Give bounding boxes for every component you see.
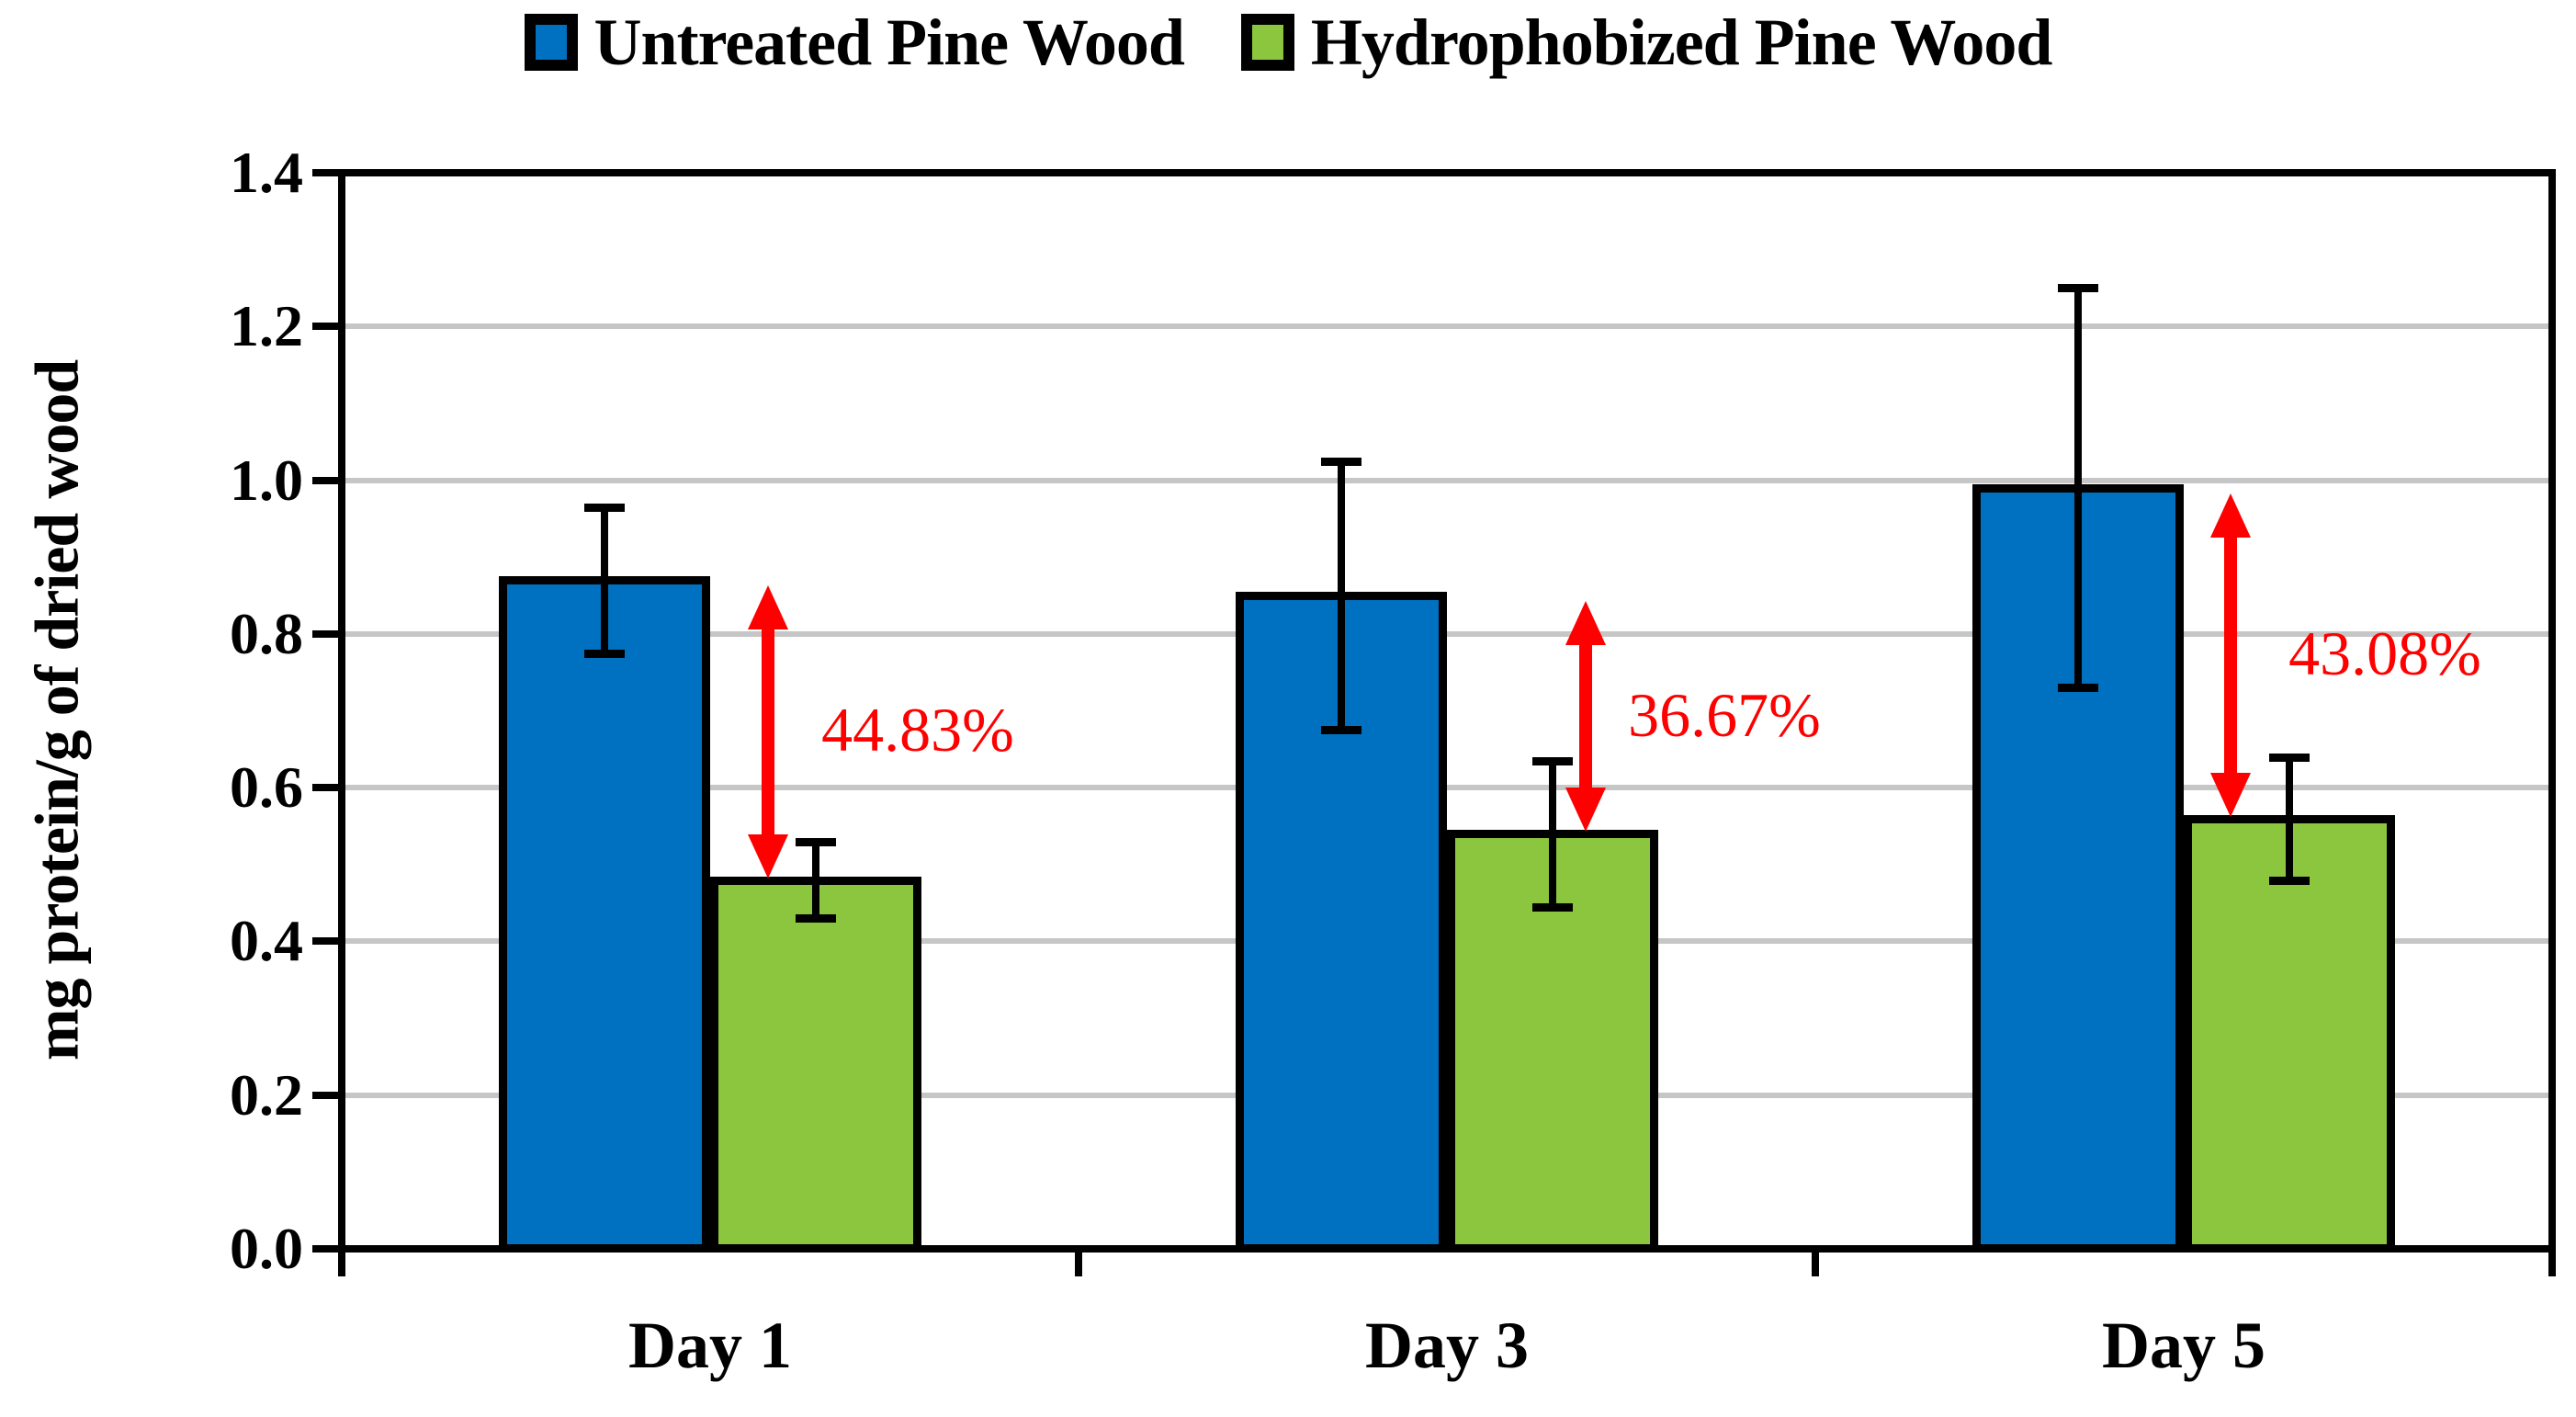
y-axis-tick-label: 0.0: [230, 1216, 303, 1281]
x-axis-tick: [338, 1253, 345, 1276]
legend-item-label: Hydrophobized Pine Wood: [1310, 6, 2053, 79]
bar-untreated: [499, 576, 710, 1253]
y-axis-tick: [312, 784, 342, 792]
y-axis-tick-label: 0.6: [230, 754, 303, 821]
bar-hydrophobized: [710, 876, 921, 1253]
error-bar-line: [601, 506, 608, 653]
gridline: [345, 323, 2548, 330]
reduction-arrow-down-head: [1565, 788, 1606, 833]
x-axis-tick: [1812, 1253, 1819, 1276]
y-axis-tick: [312, 169, 342, 176]
x-axis-tick: [1075, 1253, 1082, 1276]
error-bar-cap-top: [1532, 756, 1573, 765]
gridline: [345, 785, 2548, 791]
reduction-arrow-up-head: [748, 585, 788, 630]
error-bar-cap-top: [796, 837, 836, 846]
reduction-arrow-down-head: [748, 833, 788, 879]
legend-marker-icon: [524, 14, 578, 71]
error-bar-cap-top: [2269, 753, 2310, 762]
x-axis-tick: [2548, 1253, 2556, 1276]
error-bar-line: [2074, 288, 2082, 688]
y-axis-tick-label: 1.2: [230, 293, 303, 359]
y-axis-tick-label: 0.8: [230, 600, 303, 666]
y-axis-title: mg protein/g of dried wood: [21, 359, 92, 1061]
legend: Untreated Pine Wood Hydrophobized Pine Wo…: [0, 9, 2576, 75]
y-axis-tick: [312, 1091, 342, 1099]
y-axis-tick-label: 0.4: [230, 908, 303, 974]
y-axis-tick-label: 1.0: [230, 447, 303, 513]
x-axis-category-label: Day 1: [628, 1309, 792, 1382]
error-bar-cap-top: [1321, 457, 1361, 466]
reduction-arrow-up-head: [2210, 493, 2251, 538]
reduction-percent-label: 44.83%: [821, 695, 1014, 765]
reduction-arrow-shaft: [2224, 531, 2237, 778]
x-axis-category-label: Day 5: [2102, 1309, 2265, 1382]
error-bar-cap-top: [584, 503, 625, 512]
error-bar-line: [1338, 460, 1345, 731]
y-axis-tick: [312, 323, 342, 331]
y-axis-tick-label: 1.4: [230, 140, 303, 205]
legend-marker-icon: [1240, 14, 1294, 71]
legend-item-1: Hydrophobized Pine Wood: [1240, 6, 2053, 79]
reduction-percent-label: 36.67%: [1628, 679, 1821, 750]
error-bar-line: [1549, 760, 1556, 907]
error-bar-line: [812, 841, 819, 919]
error-bar-cap-bottom: [796, 914, 836, 924]
error-bar-cap-bottom: [584, 649, 625, 658]
error-bar-cap-bottom: [1532, 902, 1573, 912]
y-axis-tick: [312, 937, 342, 946]
legend-item-label: Untreated Pine Wood: [593, 6, 1185, 79]
error-bar-cap-top: [2058, 284, 2098, 293]
reduction-percent-label: 43.08%: [2288, 618, 2481, 688]
legend-item-0: Untreated Pine Wood: [524, 6, 1185, 79]
reduction-arrow-down-head: [2210, 772, 2251, 817]
y-axis-tick-label: 0.2: [230, 1061, 303, 1128]
error-bar-cap-bottom: [1321, 726, 1361, 735]
y-axis-tick: [312, 1245, 342, 1253]
gridline: [345, 477, 2548, 483]
error-bar-cap-bottom: [2269, 876, 2310, 885]
reduction-arrow-up-head: [1565, 601, 1606, 646]
x-axis-category-label: Day 3: [1365, 1309, 1529, 1382]
error-bar-cap-bottom: [2058, 684, 2098, 693]
error-bar-line: [2286, 756, 2293, 880]
y-axis-tick: [312, 476, 342, 484]
reduction-arrow-shaft: [762, 624, 774, 840]
y-axis-tick: [312, 629, 342, 638]
gridline: [345, 630, 2548, 637]
reduction-arrow-shaft: [1579, 640, 1592, 794]
